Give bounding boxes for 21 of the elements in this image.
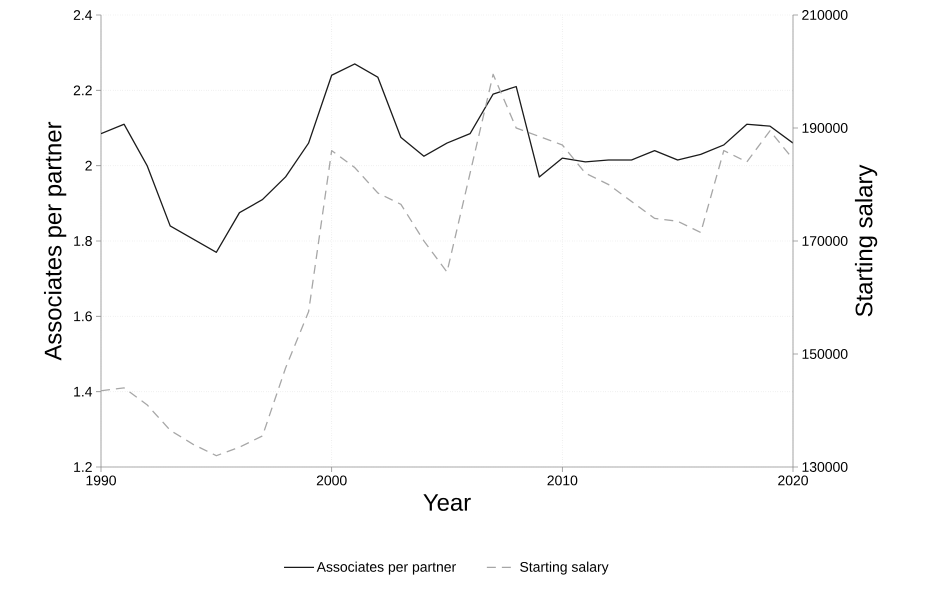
y2-axis-title: Starting salary <box>854 164 878 316</box>
x-axis-title: Year <box>423 494 471 511</box>
y-axis-title: Associates per partner <box>44 122 66 361</box>
x-tick-label: 2010 <box>548 476 578 486</box>
y-tick-label: 2.2 <box>74 85 92 96</box>
x-tick-label: 2020 <box>778 476 808 486</box>
y2-tick-label: 170000 <box>802 236 848 246</box>
y-tick-label: 1.4 <box>74 386 92 396</box>
y-tick-label: 1.8 <box>74 236 92 246</box>
y2-tick-label: 210000 <box>802 10 848 20</box>
legend-label: Starting salary <box>520 562 609 575</box>
y-tick-label: 2 <box>85 160 92 171</box>
y-tick-label: 2.4 <box>74 10 92 20</box>
x-tick-label: 1990 <box>86 476 116 486</box>
y2-tick-label: 130000 <box>802 462 848 472</box>
y-tick-label: 1.2 <box>74 462 92 472</box>
legend-label: Associates per partner <box>316 562 456 575</box>
y2-tick-label: 190000 <box>802 123 848 133</box>
x-tick-label: 2000 <box>316 476 347 486</box>
y2-tick-label: 150000 <box>802 349 848 359</box>
y-tick-label: 1.6 <box>74 311 92 322</box>
